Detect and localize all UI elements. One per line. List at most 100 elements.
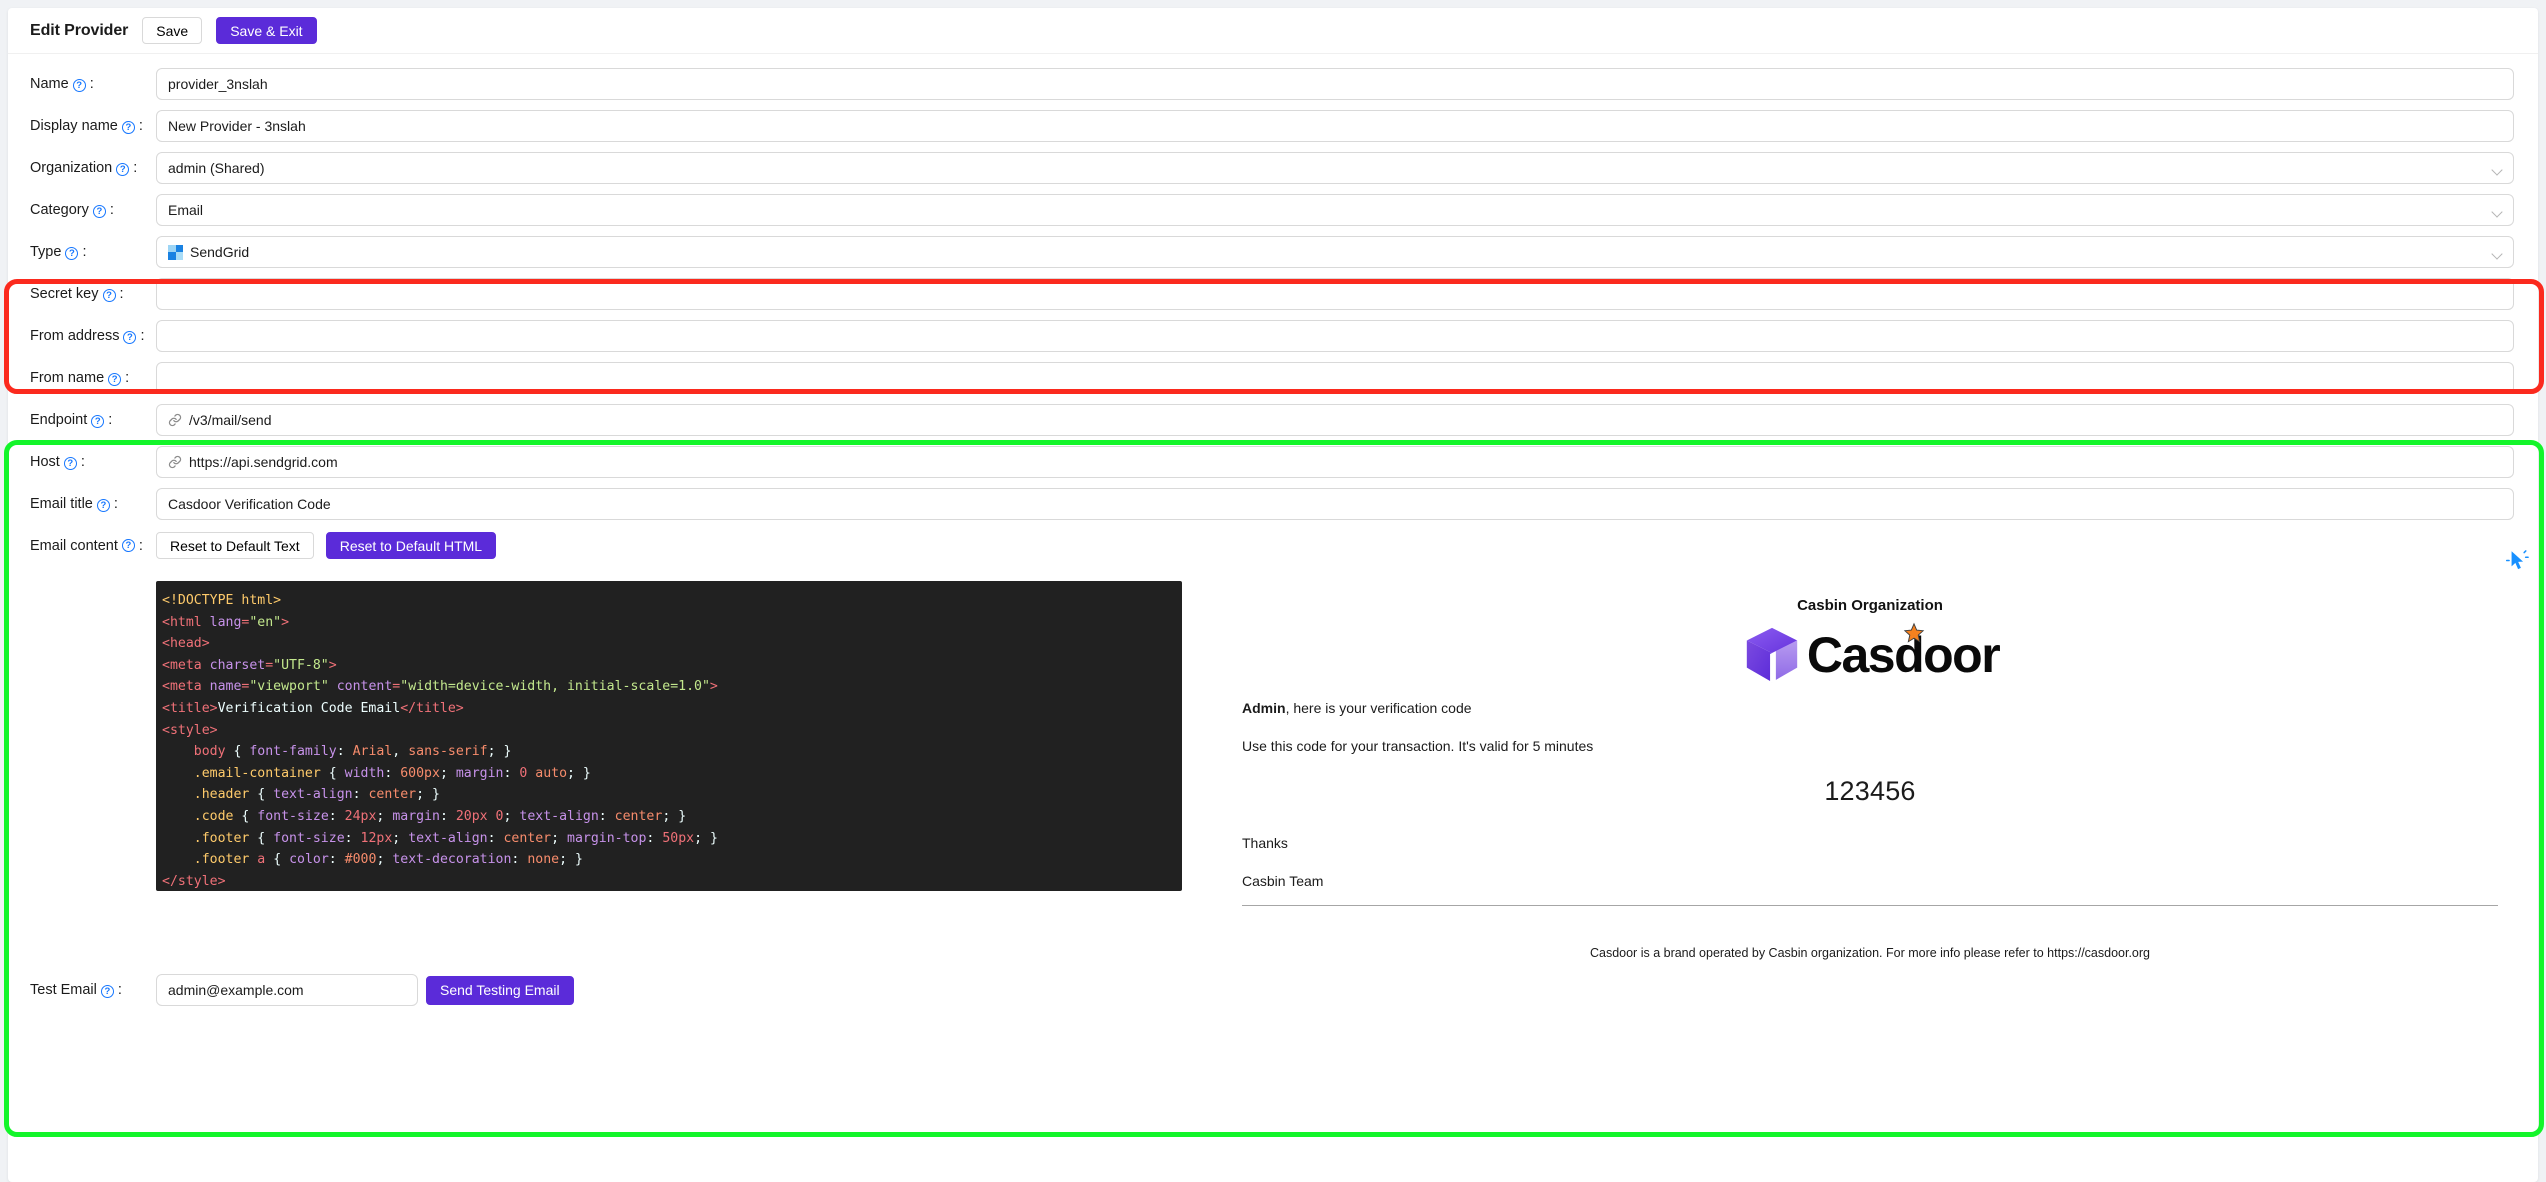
preview-divider	[1242, 905, 2498, 906]
form-row-from-address: From address ? :	[8, 320, 2538, 352]
html-code-editor[interactable]: <!DOCTYPE html> <html lang="en"> <head> <me…	[156, 581, 1182, 891]
code-line: body { font-family: Arial, sans-serif; }	[193, 744, 512, 760]
preview-thanks: Thanks	[1242, 835, 1288, 851]
label-endpoint: Endpoint ? :	[30, 412, 156, 428]
type-select[interactable]: SendGrid	[156, 236, 2514, 268]
form-row-email-title: Email title ? : Casdoor Verification Cod…	[8, 488, 2538, 520]
save-and-exit-button[interactable]: Save & Exit	[216, 17, 317, 44]
label-email-title: Email title ? :	[30, 496, 156, 512]
help-icon[interactable]: ?	[72, 78, 86, 92]
help-icon[interactable]: ?	[65, 246, 79, 260]
label-host: Host ? :	[30, 454, 156, 470]
link-icon	[168, 455, 182, 469]
provider-form: Name ? : provider_3nslah Display name ? …	[8, 68, 2538, 1006]
display-name-input[interactable]: New Provider - 3nslah	[156, 110, 2514, 142]
help-icon[interactable]: ?	[100, 984, 114, 998]
code-line: <meta name="viewport" content="width=dev…	[162, 679, 718, 695]
label-type-text: Type	[30, 244, 62, 260]
preview-greeting-rest: , here is your verification code	[1285, 700, 1472, 716]
from-address-input[interactable]	[156, 320, 2514, 352]
colon: :	[113, 496, 118, 512]
email-title-input[interactable]: Casdoor Verification Code	[156, 488, 2514, 520]
page-title: Edit Provider	[30, 21, 129, 39]
secret-key-input[interactable]	[156, 278, 2514, 310]
label-secret-key: Secret key ? :	[30, 286, 156, 302]
help-icon[interactable]: ?	[121, 539, 135, 552]
help-icon[interactable]: ?	[91, 414, 105, 428]
link-icon	[168, 413, 182, 427]
email-preview-panel: Casbin Organization	[1182, 581, 2538, 960]
card-header: Edit Provider Save Save & Exit	[8, 8, 2538, 54]
email-title-input-value: Casdoor Verification Code	[168, 496, 331, 512]
colon: :	[125, 370, 130, 386]
help-icon[interactable]: ?	[102, 288, 116, 302]
name-input[interactable]: provider_3nslah	[156, 68, 2514, 100]
email-content-main: Reset to Default Text Reset to Default H…	[156, 532, 2538, 960]
reset-to-default-text-button[interactable]: Reset to Default Text	[156, 532, 314, 559]
casdoor-logo: Casdoor	[1242, 622, 2498, 686]
organization-select-value: admin (Shared)	[168, 160, 265, 176]
category-select-value: Email	[168, 202, 204, 218]
colon: :	[138, 118, 143, 134]
code-line: .code { font-size: 24px; margin: 20px 0;…	[193, 808, 687, 824]
from-name-input[interactable]	[156, 362, 2514, 394]
label-from-name: From name ? :	[30, 370, 156, 386]
form-row-name: Name ? : provider_3nslah	[8, 68, 2538, 100]
label-category-text: Category	[30, 202, 89, 218]
code-line: .footer a { color: #000; text-decoration…	[193, 852, 583, 868]
colon: :	[133, 160, 138, 176]
form-row-from-name: From name ? :	[8, 362, 2538, 394]
colon: :	[140, 328, 145, 344]
label-email-content-text: Email content	[30, 538, 118, 554]
help-icon[interactable]: ?	[96, 498, 110, 512]
label-endpoint-text: Endpoint	[30, 412, 88, 428]
reset-to-default-html-button[interactable]: Reset to Default HTML	[325, 532, 497, 559]
code-line: <style>	[162, 722, 218, 738]
host-input[interactable]: https://api.sendgrid.com	[156, 446, 2514, 478]
help-icon[interactable]: ?	[63, 456, 77, 470]
preview-organization: Casbin Organization	[1797, 597, 1943, 614]
label-from-name-text: From name	[30, 370, 105, 386]
label-category: Category ? :	[30, 202, 156, 218]
help-icon[interactable]: ?	[92, 204, 106, 218]
send-testing-email-button[interactable]: Send Testing Email	[426, 975, 574, 1005]
save-button[interactable]: Save	[142, 17, 203, 44]
colon: :	[89, 76, 94, 92]
label-test-email-text: Test Email	[30, 982, 97, 998]
form-row-organization: Organization ? : admin (Shared)	[8, 152, 2538, 184]
category-select[interactable]: Email	[156, 194, 2514, 226]
type-select-value: SendGrid	[190, 244, 250, 260]
help-icon[interactable]: ?	[116, 162, 130, 176]
help-icon[interactable]: ?	[123, 330, 137, 344]
code-line: <title>Verification Code Email</title>	[162, 700, 464, 716]
label-test-email: Test Email ? :	[30, 982, 156, 998]
endpoint-input[interactable]: /v3/mail/send	[156, 404, 2514, 436]
form-row-host: Host ? : https://api.sendgrid.com	[8, 446, 2538, 478]
test-email-input-value: admin@example.com	[168, 982, 304, 998]
organization-select[interactable]: admin (Shared)	[156, 152, 2514, 184]
colon: :	[80, 454, 85, 470]
colon: :	[138, 538, 143, 554]
form-row-secret-key: Secret key ? :	[8, 278, 2538, 310]
label-host-text: Host	[30, 454, 60, 470]
host-input-value: https://api.sendgrid.com	[189, 454, 338, 470]
test-email-input[interactable]: admin@example.com	[156, 974, 418, 1006]
casdoor-cube-icon	[1746, 627, 1798, 683]
label-type: Type ? :	[30, 244, 156, 260]
colon: :	[119, 286, 124, 302]
label-display-name-text: Display name	[30, 118, 118, 134]
form-row-category: Category ? : Email	[8, 194, 2538, 226]
display-name-input-value: New Provider - 3nslah	[168, 118, 306, 134]
label-from-address-text: From address	[30, 328, 120, 344]
help-icon[interactable]: ?	[121, 120, 135, 134]
preview-instruction: Use this code for your transaction. It's…	[1242, 738, 1594, 754]
form-row-display-name: Display name ? : New Provider - 3nslah	[8, 110, 2538, 142]
help-icon[interactable]: ?	[108, 372, 122, 386]
pointer-glyph	[2505, 550, 2529, 570]
colon: :	[109, 202, 114, 218]
label-display-name: Display name ? :	[30, 118, 156, 134]
sendgrid-logo-icon	[168, 244, 183, 260]
label-from-address: From address ? :	[30, 328, 156, 344]
label-organization: Organization ? :	[30, 160, 156, 176]
form-row-email-content: Email content ? : Reset to Default Text …	[8, 532, 2538, 960]
